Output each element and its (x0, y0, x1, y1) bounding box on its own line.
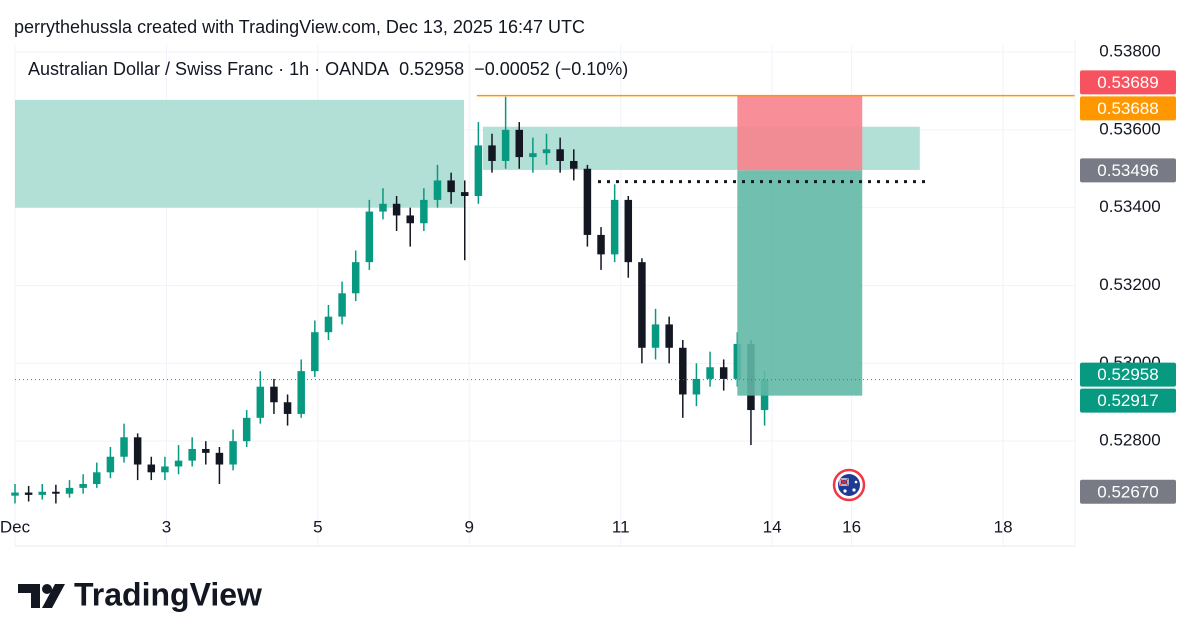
candle-body (406, 215, 414, 224)
candle-body (460, 192, 469, 196)
price-badge (1080, 479, 1176, 504)
candle-body (11, 492, 19, 496)
candle-body (297, 371, 305, 414)
x-tick-label: Dec (0, 517, 31, 536)
candle-body (501, 129, 510, 161)
candle-body (270, 386, 278, 403)
candle-body (638, 262, 646, 348)
candle-body (392, 203, 401, 216)
price-badge (1080, 362, 1176, 387)
price-badge-label: 0.52958 (1097, 365, 1158, 384)
price-badge (1080, 388, 1176, 413)
price-badge-label: 0.53688 (1097, 99, 1158, 118)
candle-body (583, 168, 592, 235)
candle-body (52, 491, 60, 494)
candle-body (679, 347, 687, 395)
y-tick-label: 0.53800 (1099, 41, 1160, 60)
brand: TradingView (74, 576, 262, 612)
price-badge-label: 0.52670 (1097, 482, 1158, 501)
candle-body (719, 367, 728, 379)
price-badge (1080, 70, 1176, 95)
candle-body (242, 417, 251, 442)
candle-body (256, 386, 265, 418)
candle-body (365, 211, 374, 263)
candle-body (610, 199, 619, 255)
x-tick-label: 11 (612, 517, 630, 536)
target-zone (737, 170, 863, 396)
stop-zone (737, 95, 863, 171)
candle-body (79, 483, 87, 488)
price-badge-label: 0.52917 (1097, 391, 1158, 410)
price-badge-label: 0.53496 (1097, 161, 1158, 180)
y-tick-label: 0.53200 (1099, 275, 1160, 294)
candle-body (692, 378, 701, 395)
candle-body (651, 324, 660, 348)
candle-body (24, 492, 33, 495)
candle-body (188, 448, 196, 461)
candle-body (338, 293, 346, 317)
brand-logo (18, 584, 65, 608)
plot (11, 94, 1075, 504)
candle-body (515, 129, 524, 158)
price-badge-label: 0.53689 (1097, 73, 1158, 92)
credit: perrythehussla created with TradingView.… (14, 17, 585, 37)
x-tick-label: 16 (842, 517, 861, 536)
x-tick-label: 5 (313, 517, 322, 536)
candle-body (283, 402, 292, 414)
x-tick-label: 3 (162, 517, 171, 536)
x-tick-label: 14 (763, 517, 782, 536)
candle-body (706, 367, 714, 379)
candle-body (133, 437, 142, 465)
candle-body (120, 437, 128, 457)
y-tick-label: 0.53400 (1099, 197, 1160, 216)
y-tick-label: 0.52800 (1099, 431, 1160, 450)
candle-body (202, 448, 210, 453)
candle-body (324, 316, 333, 333)
candle-body (570, 160, 578, 169)
candle-body (38, 491, 47, 495)
candle-body (597, 234, 605, 255)
candle-body (215, 452, 224, 465)
candle-body (624, 199, 633, 263)
candle-body (433, 180, 442, 200)
candle-body (93, 472, 101, 484)
candle-body (474, 145, 483, 196)
candle-body (379, 203, 387, 212)
candle-body (556, 149, 564, 161)
candle-body (488, 145, 496, 161)
candle-body (65, 487, 74, 494)
candle-body (542, 149, 551, 154)
zone (15, 99, 464, 208)
candle-body (529, 153, 537, 158)
x-tick-label: 18 (994, 517, 1013, 536)
candle-body (106, 456, 115, 473)
candle-body (665, 324, 673, 348)
last-price: 0.52958 (399, 59, 464, 79)
candle-body (420, 199, 428, 224)
candle-body (161, 466, 169, 473)
candle-body (447, 180, 455, 193)
x-tick-label: 9 (465, 517, 474, 536)
candle-body (311, 332, 319, 372)
event-flag (832, 468, 866, 502)
candle-body (147, 464, 156, 473)
price-badge (1080, 96, 1176, 121)
candle-body (351, 262, 360, 294)
price-change: −0.00052 (−0.10%) (474, 59, 628, 79)
candle-body (174, 460, 183, 467)
price-badge (1080, 158, 1176, 183)
y-tick-label: 0.53600 (1099, 119, 1160, 138)
candle-body (229, 441, 237, 465)
symbol: Australian Dollar / Swiss Franc · 1h · O… (28, 59, 389, 79)
